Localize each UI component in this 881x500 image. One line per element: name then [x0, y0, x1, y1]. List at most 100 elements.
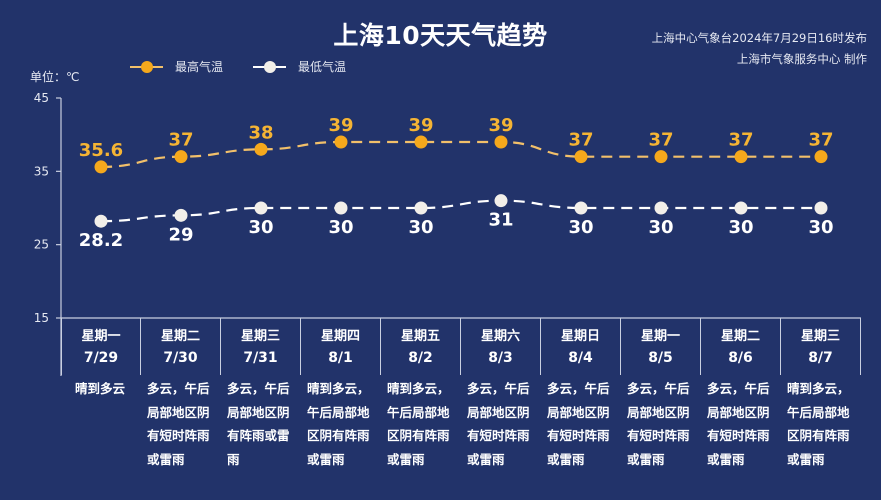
weather-description: 晴到多云，午后局部地区阴有阵雨或雷雨	[387, 381, 450, 467]
weather-description: 晴到多云，午后局部地区阴有阵雨或雷雨	[307, 381, 370, 467]
data-point	[654, 201, 668, 215]
publisher-info: 上海中心气象台2024年7月29日16时发布 上海市气象服务中心 制作	[652, 28, 867, 70]
data-point	[574, 201, 588, 215]
weather-description: 多云，午后局部地区阴有短时阵雨或雷雨	[467, 381, 530, 467]
day-header: 星期一 7/29	[61, 318, 141, 375]
weather-description: 多云，午后局部地区阴有阵雨或雷雨	[227, 381, 290, 467]
day-header: 星期四 8/1	[301, 318, 381, 375]
forecast-day-column: 星期五 8/2 晴到多云，午后局部地区阴有阵雨或雷雨	[381, 318, 461, 471]
forecast-day-column: 星期日 8/4 多云，午后局部地区阴有短时阵雨或雷雨	[541, 318, 621, 471]
forecast-day-column: 星期二 8/6 多云，午后局部地区阴有短时阵雨或雷雨	[701, 318, 781, 471]
data-label: 38	[248, 122, 273, 143]
data-point	[334, 135, 348, 149]
data-label: 39	[408, 115, 433, 136]
data-label: 37	[168, 130, 193, 151]
weekday-label: 星期二	[720, 328, 760, 344]
data-point	[574, 150, 588, 164]
weekday-label: 星期六	[480, 328, 520, 344]
weekday-label: 星期五	[400, 328, 440, 344]
forecast-day-column: 星期四 8/1 晴到多云，午后局部地区阴有阵雨或雷雨	[301, 318, 381, 471]
data-point	[494, 135, 508, 149]
date-label: 7/31	[243, 349, 278, 366]
data-label: 30	[648, 217, 673, 238]
weekday-label: 星期日	[560, 328, 600, 344]
forecast-day-column: 星期二 7/30 多云，午后局部地区阴有短时阵雨或雷雨	[141, 318, 221, 471]
data-label: 30	[328, 217, 353, 238]
day-header: 星期六 8/3	[461, 318, 541, 375]
weather-description: 多云，午后局部地区阴有短时阵雨或雷雨	[547, 381, 610, 467]
high-temp-series: 35.6 37 38 39 39 39 37 37 37 37	[79, 115, 834, 174]
day-header: 星期日 8/4	[541, 318, 621, 375]
y-tick-label: 35	[34, 164, 49, 178]
day-header: 星期五 8/2	[381, 318, 461, 375]
data-point	[414, 135, 428, 149]
chart-legend: 最高气温 最低气温	[130, 58, 376, 75]
date-label: 8/3	[488, 349, 513, 366]
data-label: 39	[328, 115, 353, 136]
date-label: 8/2	[408, 349, 433, 366]
producer: 上海市气象服务中心 制作	[736, 52, 867, 66]
weekday-label: 星期三	[800, 328, 840, 344]
legend-label-low: 最低气温	[298, 60, 347, 74]
legend-label-high: 最高气温	[175, 60, 224, 74]
weekday-label: 星期三	[240, 328, 280, 344]
data-label: 37	[568, 130, 593, 151]
publish-time: 上海中心气象台2024年7月29日16时发布	[651, 31, 867, 45]
forecast-table: 星期一 7/29 晴到多云 星期二 7/30 多云，午后局部地区阴有短时阵雨或雷…	[61, 318, 861, 471]
data-label: 30	[248, 217, 273, 238]
data-point	[494, 194, 508, 208]
weekday-label: 星期一	[81, 328, 121, 344]
data-label: 30	[808, 217, 833, 238]
y-tick-label: 45	[34, 91, 49, 105]
data-point	[414, 201, 428, 215]
data-label: 30	[568, 217, 593, 238]
weather-description: 晴到多云，午后局部地区阴有阵雨或雷雨	[787, 381, 850, 467]
weather-description: 多云，午后局部地区阴有短时阵雨或雷雨	[627, 381, 690, 467]
data-label: 29	[168, 224, 193, 245]
weekday-label: 星期一	[640, 328, 680, 344]
legend-item-high: 最高气温	[130, 58, 223, 75]
date-label: 7/29	[83, 349, 119, 366]
high-temp-line-icon	[130, 60, 163, 73]
weekday-label: 星期四	[320, 328, 360, 344]
weather-description: 多云，午后局部地区阴有短时阵雨或雷雨	[707, 381, 770, 467]
data-point	[174, 150, 188, 164]
date-label: 8/5	[648, 349, 673, 366]
data-point	[814, 201, 828, 215]
low-temp-line-icon	[253, 60, 287, 73]
data-point	[734, 201, 748, 215]
forecast-day-column: 星期一 8/5 多云，午后局部地区阴有短时阵雨或雷雨	[621, 318, 701, 471]
forecast-day-column: 星期六 8/3 多云，午后局部地区阴有短时阵雨或雷雨	[461, 318, 541, 471]
day-header: 星期三 7/31	[221, 318, 301, 375]
date-label: 8/1	[328, 349, 353, 366]
day-header: 星期二 7/30	[141, 318, 221, 375]
data-point	[654, 150, 668, 164]
page-title: 上海10天天气趋势	[333, 21, 548, 50]
data-label: 31	[488, 210, 513, 231]
forecast-day-column: 星期三 8/7 晴到多云，午后局部地区阴有阵雨或雷雨	[781, 318, 861, 471]
weather-description: 晴到多云	[74, 381, 125, 396]
low-temp-series: 28.2 29 30 30 30 31 30 30 30 30	[79, 194, 834, 251]
unit-label: 单位：℃	[30, 70, 80, 84]
data-point	[334, 201, 348, 215]
weekday-label: 星期二	[160, 328, 200, 344]
day-header: 星期一 8/5	[621, 318, 701, 375]
data-point	[254, 201, 268, 215]
date-label: 8/4	[568, 349, 593, 366]
data-point	[254, 142, 268, 156]
y-tick-label: 25	[34, 238, 49, 252]
data-label: 30	[408, 217, 433, 238]
data-label: 35.6	[79, 140, 123, 161]
data-point	[174, 208, 188, 222]
forecast-day-column: 星期一 7/29 晴到多云	[61, 318, 141, 471]
data-label: 30	[728, 217, 753, 238]
date-label: 8/7	[808, 349, 833, 366]
data-label: 37	[728, 130, 753, 151]
data-label: 39	[488, 115, 513, 136]
forecast-day-column: 星期三 7/31 多云，午后局部地区阴有阵雨或雷雨	[221, 318, 301, 471]
y-tick-label: 15	[34, 311, 49, 325]
weather-description: 多云，午后局部地区阴有短时阵雨或雷雨	[147, 381, 210, 467]
data-label: 37	[808, 130, 833, 151]
data-point	[94, 160, 108, 174]
